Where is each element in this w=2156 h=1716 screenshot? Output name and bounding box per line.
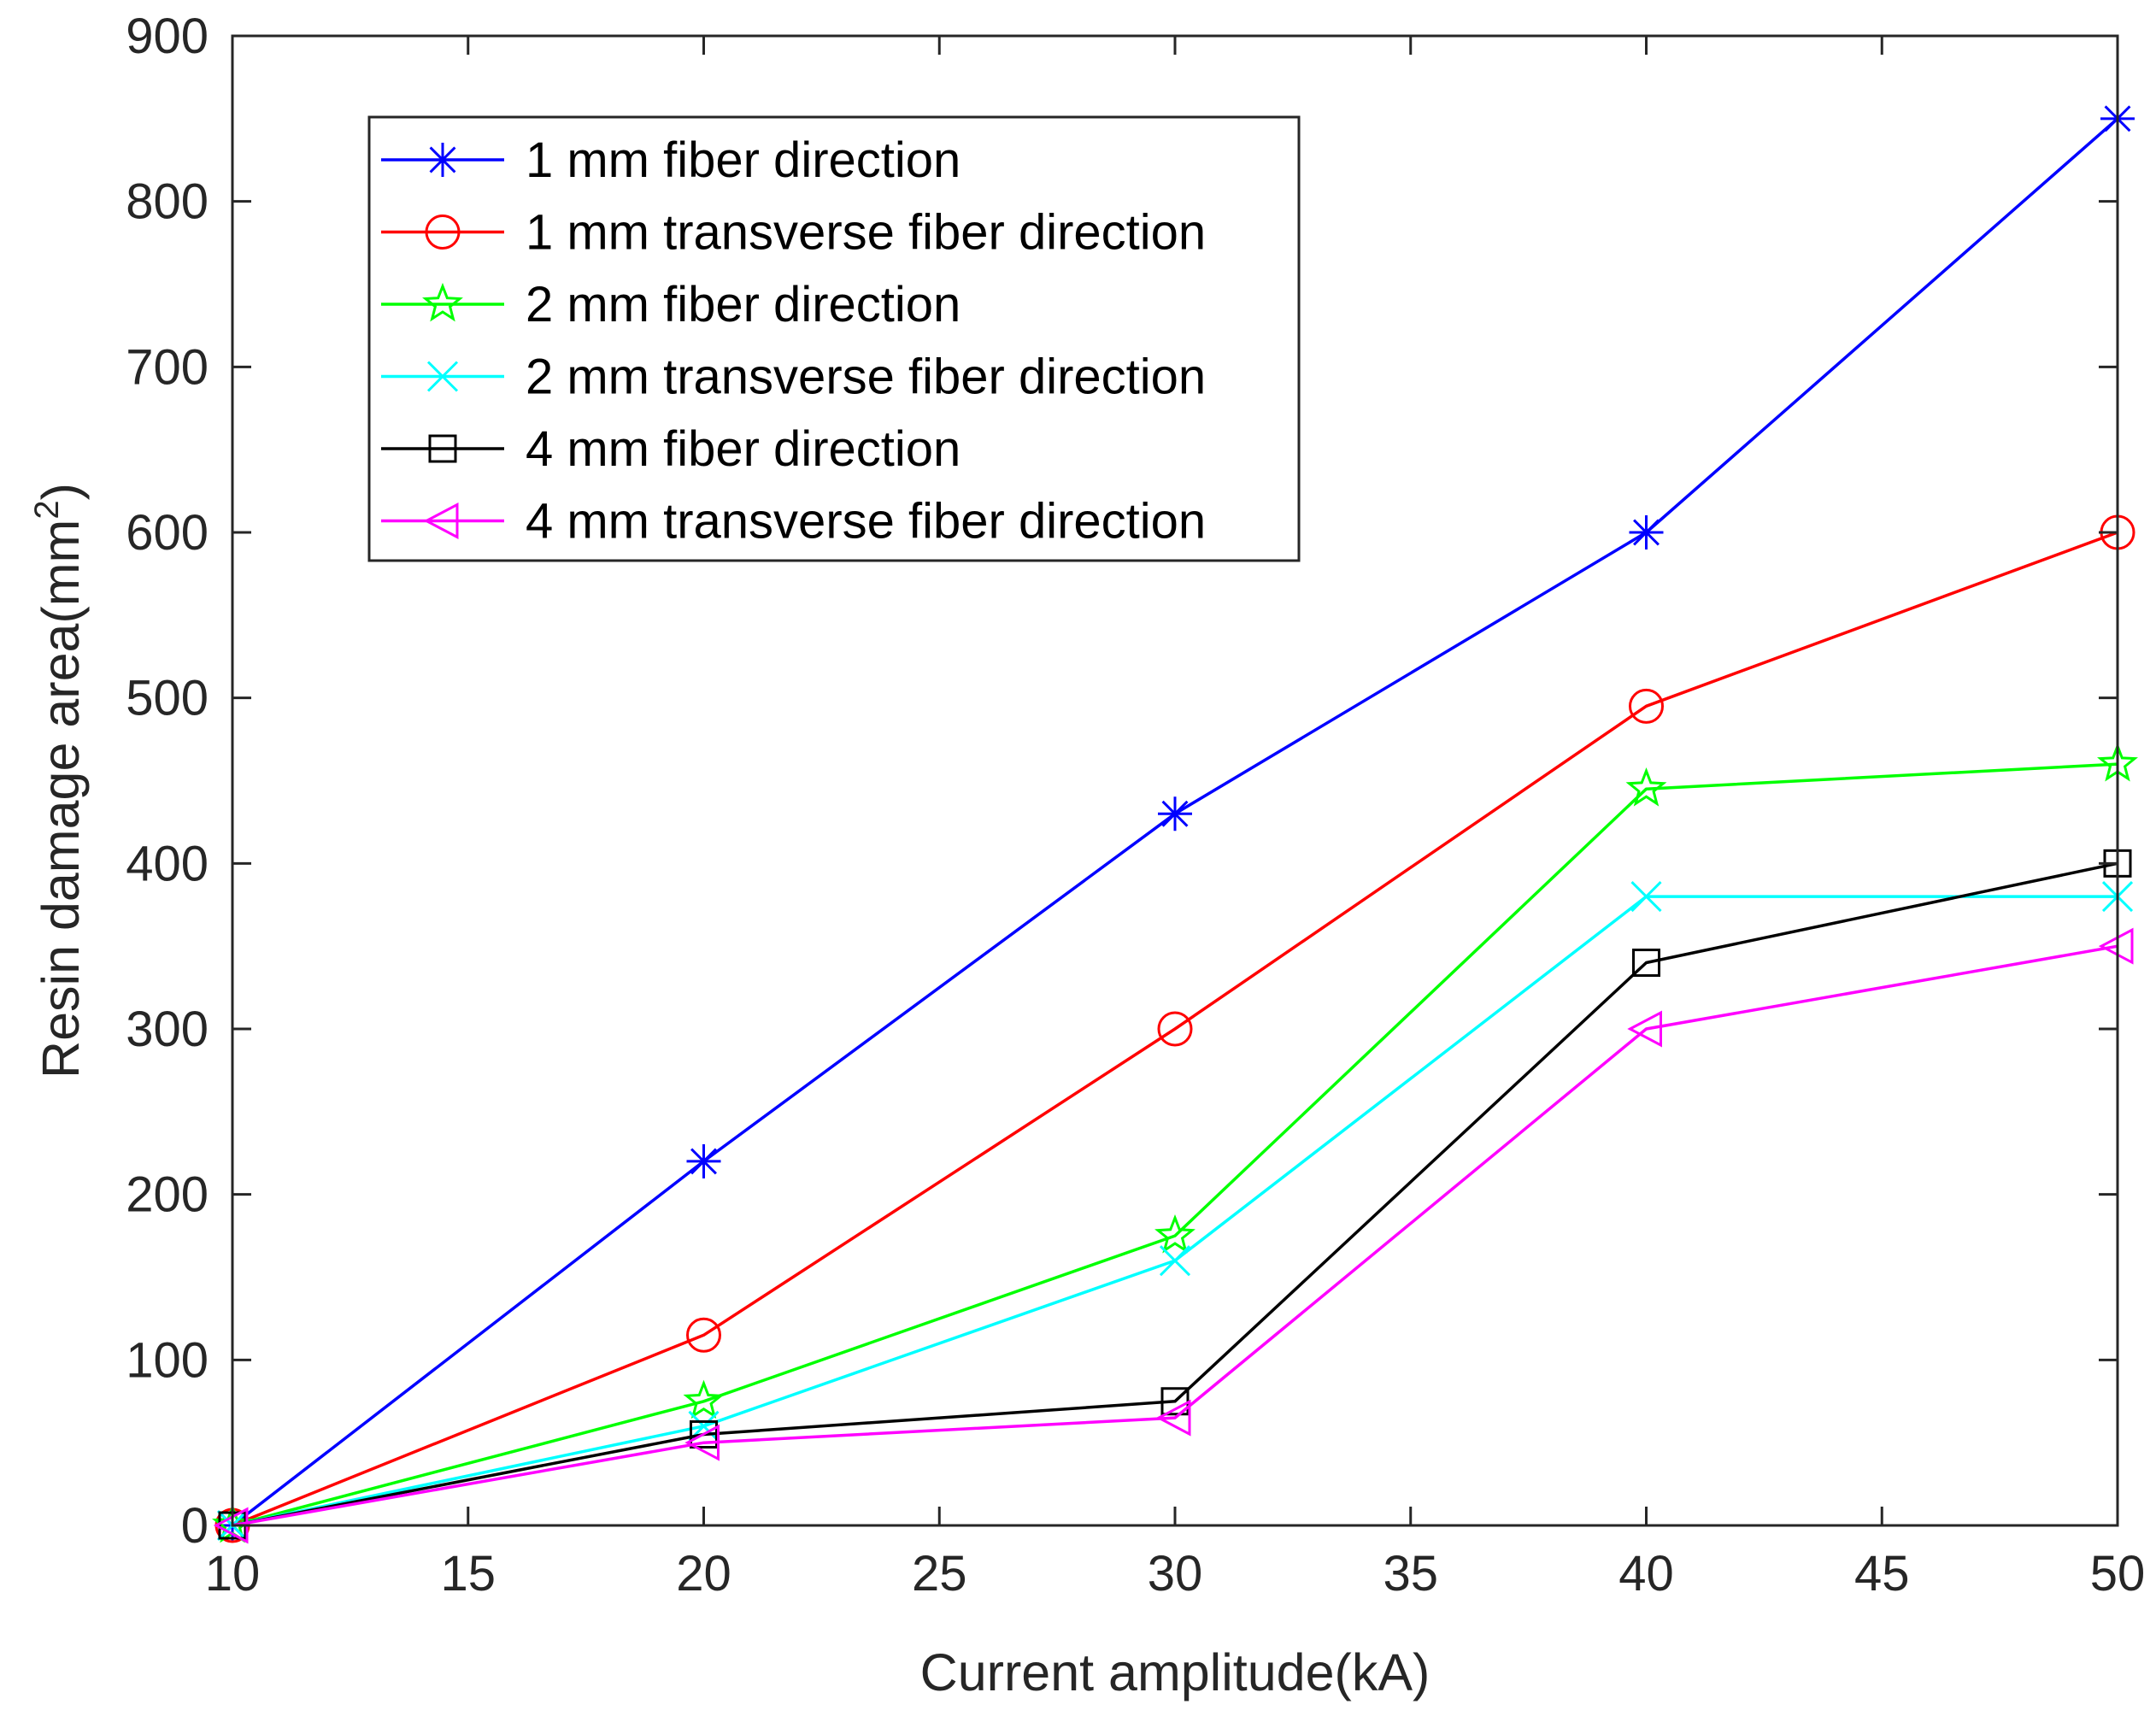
series-line <box>232 944 2118 1527</box>
legend-label: 1 mm fiber direction <box>526 132 961 188</box>
marker-stroke <box>1630 881 1662 913</box>
y-tick-label: 100 <box>126 1332 209 1388</box>
x-tick-label: 15 <box>440 1546 496 1601</box>
series-line <box>232 531 2118 1527</box>
marker-shape <box>1157 1011 1193 1047</box>
data-point-marker <box>686 1143 721 1178</box>
y-tick-label: 500 <box>126 671 209 726</box>
x-tick-label: 45 <box>1854 1546 1910 1601</box>
marker-shape <box>1629 688 1664 724</box>
x-tick-label: 40 <box>1618 1546 1674 1601</box>
y-tick-label: 300 <box>126 1002 209 1057</box>
legend-item: 1 mm fiber direction <box>381 132 961 188</box>
marker-shape <box>683 1379 725 1419</box>
data-point-marker <box>1158 796 1192 832</box>
legend-marker <box>422 282 463 322</box>
data-point-marker <box>1632 949 1660 978</box>
axis-ticks: 10 15 20 25 30 35 40 45 500100200300400500600700… <box>126 9 2145 1601</box>
marker-shape <box>428 434 457 463</box>
legend-label: 1 mm transverse fiber direction <box>526 205 1206 261</box>
y-tick-label: 0 <box>181 1498 209 1554</box>
legend-label: 2 mm transverse fiber direction <box>526 350 1206 405</box>
y-tick-label: 700 <box>126 339 209 395</box>
marker-shape <box>1627 1010 1662 1048</box>
x-tick-label: 50 <box>2090 1546 2146 1601</box>
legend-box <box>367 115 1301 562</box>
legend-marker <box>426 361 459 392</box>
data-point-marker <box>1155 1399 1191 1437</box>
data-point-marker <box>684 1424 720 1461</box>
legend-marker <box>428 434 457 463</box>
legend-item: 2 mm transverse fiber direction <box>381 350 1206 405</box>
marker-stroke <box>1161 800 1189 827</box>
data-point-marker <box>690 1419 718 1449</box>
legend-marker <box>426 143 460 177</box>
legend: 1 mm fiber direction 1 mm transverse fibe… <box>367 115 1301 562</box>
legend-item: 4 mm transverse fiber direction <box>381 494 1206 549</box>
data-point-marker <box>1154 1214 1195 1254</box>
x-tick-label: 30 <box>1148 1546 1203 1601</box>
series-4 <box>216 881 2134 1542</box>
marker-shape <box>423 502 459 539</box>
data-point-marker <box>686 1317 721 1353</box>
y-tick-label: 900 <box>126 9 209 64</box>
marker-shape <box>1155 1399 1191 1437</box>
y-tick-label: 600 <box>126 505 209 561</box>
marker-stroke <box>429 146 456 173</box>
x-axis-label: Current amplitude(kA) <box>920 1643 1430 1701</box>
y-axis-label: Resin damage area(mm2) <box>28 483 90 1078</box>
legend-marker <box>423 502 459 539</box>
marker-stroke <box>690 1148 717 1175</box>
marker-shape <box>684 1424 720 1461</box>
data-point-marker <box>1627 1010 1662 1048</box>
legend-label: 2 mm fiber direction <box>526 277 961 332</box>
marker-stroke <box>1159 1245 1191 1277</box>
data-point-marker <box>1159 1245 1191 1277</box>
x-tick-label: 10 <box>205 1546 261 1601</box>
legend-item: 1 mm transverse fiber direction <box>381 205 1206 261</box>
legend-label: 4 mm fiber direction <box>526 421 961 477</box>
y-tick-label: 400 <box>126 836 209 891</box>
marker-shape <box>1625 767 1667 807</box>
y-axis-label-close: ) <box>32 483 90 500</box>
y-axis-label-superscript: 2 <box>28 500 66 519</box>
series-layer <box>212 101 2138 1544</box>
x-tick-label: 20 <box>676 1546 731 1601</box>
marker-shape <box>686 1317 721 1353</box>
series-line <box>232 861 2118 1527</box>
legend-item: 4 mm fiber direction <box>381 421 961 477</box>
data-point-marker <box>683 1379 725 1419</box>
marker-stroke <box>1633 519 1660 546</box>
data-point-marker <box>1157 1011 1193 1047</box>
data-point-marker <box>1630 881 1662 913</box>
data-point-marker <box>1629 515 1664 549</box>
y-axis-label-main: Resin damage area(mm <box>32 520 90 1078</box>
marker-shape <box>1632 949 1660 978</box>
marker-shape <box>1154 1214 1195 1254</box>
legend-item: 2 mm fiber direction <box>381 277 961 332</box>
marker-shape <box>425 214 461 250</box>
y-tick-label: 800 <box>126 174 209 230</box>
data-point-marker <box>1629 688 1664 724</box>
series-line <box>232 762 2118 1527</box>
legend-label: 4 mm transverse fiber direction <box>526 494 1206 549</box>
y-tick-label: 200 <box>126 1167 209 1223</box>
marker-stroke <box>426 361 459 392</box>
legend-marker <box>425 214 461 250</box>
x-tick-label: 25 <box>912 1546 967 1601</box>
marker-shape <box>690 1419 718 1449</box>
data-point-marker <box>1625 767 1667 807</box>
marker-shape <box>422 282 463 322</box>
x-tick-label: 35 <box>1383 1546 1438 1601</box>
